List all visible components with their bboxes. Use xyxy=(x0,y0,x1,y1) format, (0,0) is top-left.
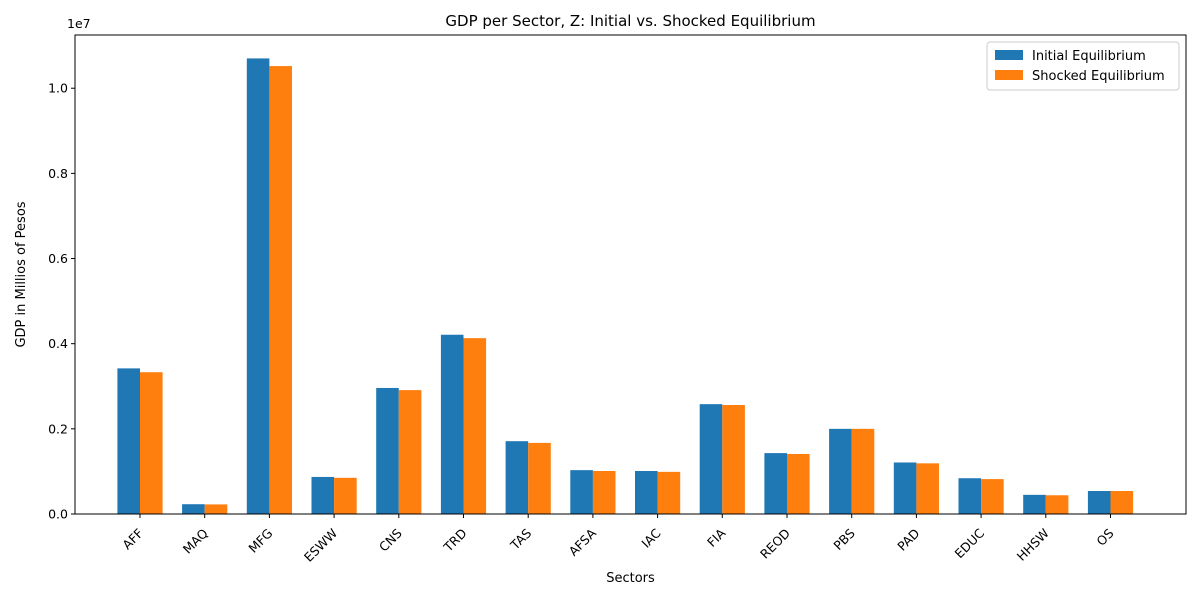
bar-shocked-afsa xyxy=(592,470,616,514)
plot-frame xyxy=(74,34,1187,515)
y-tick-label: 0.6 xyxy=(48,251,68,266)
bar-initial-afsa xyxy=(570,470,593,514)
bar-initial-tas xyxy=(505,441,529,514)
bar-initial-hhsw xyxy=(1023,494,1046,514)
bar-shocked-fia xyxy=(722,405,745,514)
bar-shocked-iac xyxy=(657,471,681,514)
bar-shocked-aff xyxy=(140,372,163,514)
bars-group xyxy=(117,58,1134,514)
y-tick-label: 0.0 xyxy=(48,507,68,522)
legend-label-shocked: Shocked Equilibrium xyxy=(1032,69,1165,84)
bar-initial-aff xyxy=(117,368,140,514)
bar-shocked-trd xyxy=(463,338,487,514)
bar-shocked-reod xyxy=(787,453,810,514)
bar-shocked-esww xyxy=(334,477,357,514)
bar-shocked-mfg xyxy=(269,66,292,514)
x-axis-label: Sectors xyxy=(606,571,655,586)
bar-initial-fia xyxy=(699,404,723,514)
y-axis: 0.0 0.2 0.4 0.6 0.8 1.0 xyxy=(48,81,75,522)
bar-initial-educ xyxy=(958,478,982,514)
bar-initial-mfg xyxy=(246,58,270,514)
legend-label-initial: Initial Equilibrium xyxy=(1032,49,1146,64)
bar-shocked-tas xyxy=(528,442,551,514)
bar-shocked-pad xyxy=(916,463,939,514)
bar-initial-cns xyxy=(376,387,399,514)
bar-shocked-pbs xyxy=(851,428,875,514)
chart-title: GDP per Sector, Z: Initial vs. Shocked E… xyxy=(445,12,815,30)
bar-initial-reod xyxy=(764,453,787,514)
bar-initial-iac xyxy=(635,470,658,514)
bar-initial-esww xyxy=(311,476,335,514)
y-axis-offset-label: 1e7 xyxy=(67,16,91,31)
y-tick-label: 0.8 xyxy=(48,166,68,181)
bar-shocked-maq xyxy=(204,504,228,514)
y-tick-label: 0.2 xyxy=(48,421,68,436)
bar-shocked-os xyxy=(1110,491,1134,514)
bar-initial-trd xyxy=(440,334,464,514)
y-axis-label: GDP in Millios of Pesos xyxy=(14,201,29,347)
bar-shocked-hhsw xyxy=(1045,495,1069,514)
bar-shocked-educ xyxy=(981,479,1004,514)
bar-initial-maq xyxy=(182,504,205,514)
bar-initial-pad xyxy=(893,462,917,514)
legend-box xyxy=(986,41,1180,91)
bar-initial-pbs xyxy=(829,428,852,514)
y-tick-label: 0.4 xyxy=(48,336,68,351)
legend-swatch-shocked xyxy=(995,70,1023,80)
legend-swatch-initial xyxy=(995,50,1023,60)
bar-shocked-cns xyxy=(398,390,422,514)
bar-initial-os xyxy=(1087,491,1111,514)
y-tick-label: 1.0 xyxy=(48,81,68,96)
legend: Initial Equilibrium Shocked Equilibrium xyxy=(986,41,1180,91)
